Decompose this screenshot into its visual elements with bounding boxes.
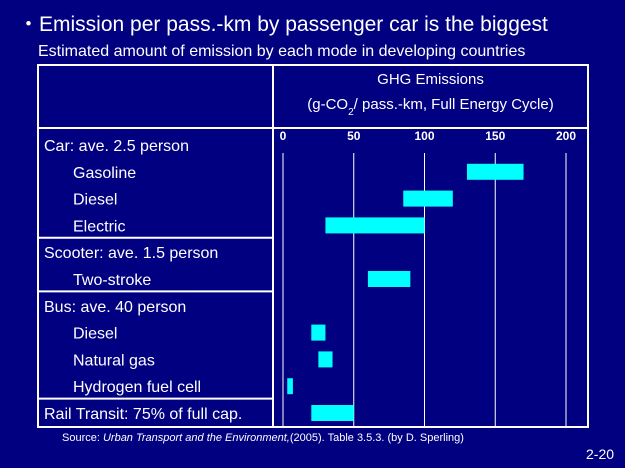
group-label: Scooter: ave. 1.5 person	[44, 245, 218, 262]
item-label: Electric	[73, 218, 125, 235]
item-label: Hydrogen fuel cell	[73, 379, 201, 396]
x-tick-label: 50	[347, 129, 361, 143]
chart-unit-label: (g-CO2/ pass.-km, Full Energy Cycle)	[307, 96, 553, 118]
group-label: Bus: ave. 40 person	[44, 299, 186, 316]
x-tick-label: 0	[280, 129, 287, 143]
range-bar	[318, 351, 333, 368]
range-bar	[311, 324, 326, 341]
source-prefix: Source:	[62, 432, 103, 444]
range-bar	[403, 190, 453, 207]
slide-subheading: Estimated amount of emission by each mod…	[38, 43, 526, 60]
range-bar	[466, 163, 524, 180]
group-label: Rail Transit: 75% of full cap.	[44, 406, 242, 423]
slide-heading: ・Emission per pass.-km by passenger car …	[18, 13, 548, 36]
item-label: Natural gas	[73, 352, 155, 369]
item-label: Gasoline	[73, 165, 136, 182]
item-label: Diesel	[73, 326, 117, 343]
range-bar	[311, 405, 354, 421]
item-label: Diesel	[73, 192, 117, 209]
source-title: Urban Transport and the Environment,	[102, 432, 290, 444]
table-frame	[37, 64, 589, 428]
x-tick-label: 150	[485, 129, 505, 143]
range-bar	[367, 271, 411, 287]
chart-title: GHG Emissions	[377, 71, 484, 88]
range-bar	[325, 217, 425, 234]
group-label: Car: ave. 2.5 person	[44, 138, 189, 155]
range-bar	[287, 378, 293, 395]
x-tick-label: 100	[414, 129, 434, 143]
page-number: 2-20	[586, 446, 615, 462]
source-note: Source: Urban Transport and the Environm…	[62, 432, 464, 444]
x-tick-label: 200	[556, 129, 576, 143]
source-suffix: (2005). Table 3.5.3. (by D. Sperling)	[289, 432, 464, 444]
item-label: Two-stroke	[73, 272, 151, 289]
